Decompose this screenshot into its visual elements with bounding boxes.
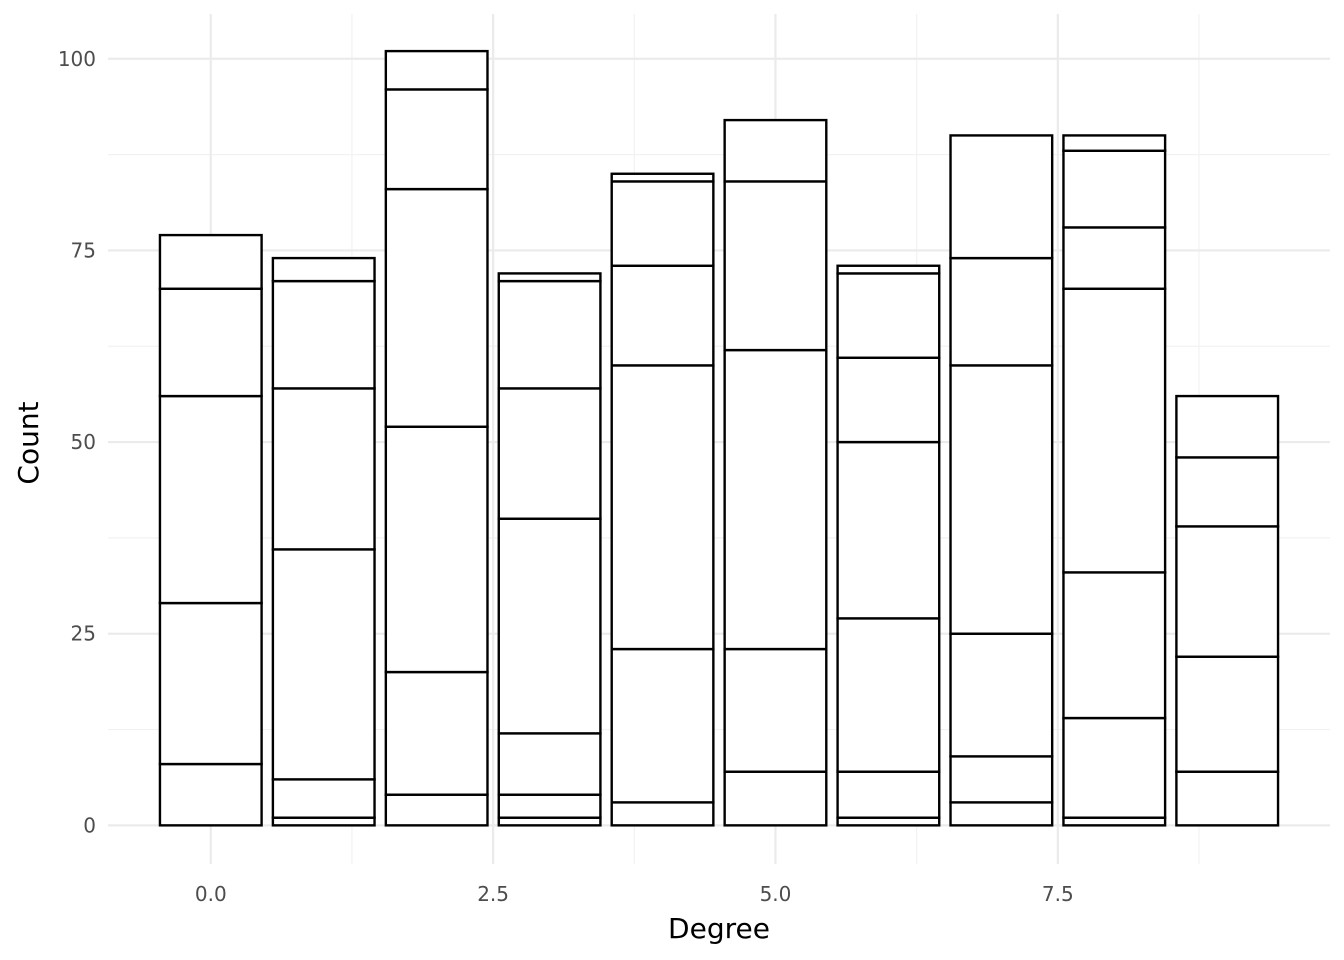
bars (158, 49, 1280, 827)
bar-segment (497, 517, 602, 735)
bar-segment (836, 264, 941, 275)
bar-segment (1175, 456, 1280, 528)
bar-segment (158, 762, 263, 827)
bar-segment (949, 134, 1054, 260)
bar-segment (610, 172, 715, 183)
bar-segment (1175, 770, 1280, 827)
bar-segment (723, 770, 828, 827)
y-tick-label: 0 (83, 813, 96, 837)
bar-segment (384, 49, 489, 91)
bar-segment (1175, 525, 1280, 658)
bar-segment (836, 440, 941, 620)
bar-segment (271, 279, 376, 390)
bar-segment (497, 387, 602, 520)
bar-segment (497, 279, 602, 390)
bar-segment (949, 632, 1054, 758)
x-axis-title: Degree (668, 912, 770, 945)
bar-segment (271, 256, 376, 283)
bar-segment (836, 770, 941, 819)
bar-segment (497, 272, 602, 283)
bar-segment (1062, 134, 1167, 152)
bar-segment (158, 233, 263, 290)
bar-segment (271, 778, 376, 819)
bar-segment (1062, 716, 1167, 819)
y-tick-label: 75 (71, 238, 96, 262)
bar-segment (836, 356, 941, 444)
bar-segment (271, 548, 376, 781)
x-tick-label: 7.5 (1042, 882, 1074, 906)
x-tick-label: 5.0 (760, 882, 792, 906)
x-tick-label: 0.0 (195, 882, 227, 906)
bar-segment (1062, 226, 1167, 290)
bar-segment (158, 601, 263, 766)
bar-segment (610, 264, 715, 367)
bar-segment (610, 647, 715, 804)
bar-segment (1062, 571, 1167, 720)
bar-segment (158, 287, 263, 398)
bar-segment (158, 394, 263, 605)
bar-segment (1175, 655, 1280, 773)
x-tick-label: 2.5 (477, 882, 509, 906)
bar-segment (723, 348, 828, 651)
bar-segment (723, 647, 828, 773)
bar-segment (1175, 394, 1280, 459)
y-axis-tick-labels: 0 25 50 75 100 (58, 47, 96, 838)
bar-segment (836, 617, 941, 773)
x-axis-tick-labels: 0.0 2.5 5.0 7.5 (195, 882, 1074, 906)
bar-segment (1062, 287, 1167, 574)
y-tick-label: 100 (58, 47, 96, 71)
bar-segment (723, 118, 828, 183)
y-tick-label: 25 (71, 622, 96, 646)
bar-segment (271, 387, 376, 551)
bar-segment (836, 272, 941, 359)
bar-segment (384, 670, 489, 796)
bar-segment (384, 793, 489, 827)
bar-segment (610, 801, 715, 827)
bar-segment (497, 732, 602, 796)
bar-segment (610, 364, 715, 651)
bar-segment (384, 187, 489, 428)
bar-segment (949, 256, 1054, 367)
bar-segment (497, 793, 602, 819)
bar-segment (384, 425, 489, 674)
bar-segment (384, 88, 489, 191)
y-tick-label: 50 (71, 430, 96, 454)
bar-segment (1062, 149, 1167, 229)
y-axis-title: Count (12, 401, 45, 484)
bar-segment (610, 180, 715, 267)
bar-segment (949, 755, 1054, 804)
bar-segment (723, 180, 828, 352)
bar-segment (949, 364, 1054, 635)
bar-segment (949, 801, 1054, 827)
